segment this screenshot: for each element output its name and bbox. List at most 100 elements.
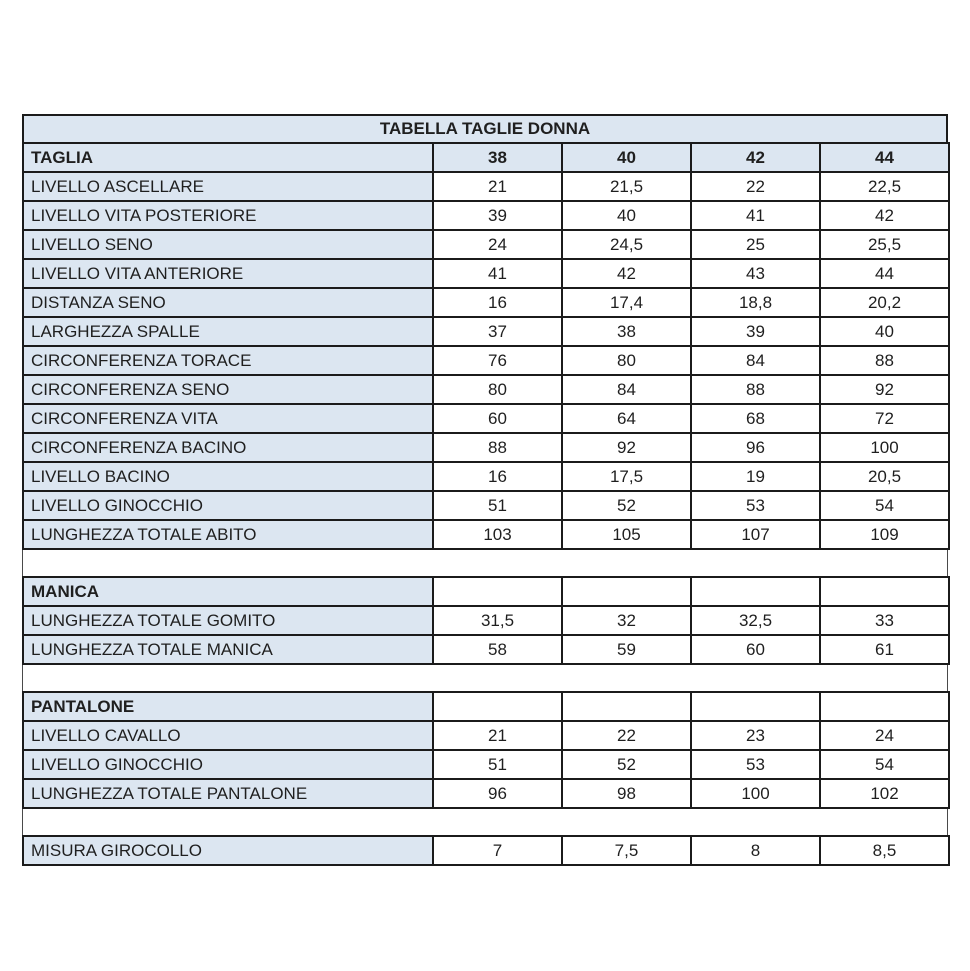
value-cell: 31,5 xyxy=(432,605,563,636)
value-cell: 42 xyxy=(819,200,950,231)
value-cell: 8,5 xyxy=(819,835,950,866)
value-cell: 23 xyxy=(690,720,821,751)
value-cell: 21,5 xyxy=(561,171,692,202)
value-cell: 33 xyxy=(819,605,950,636)
table-row: CIRCONFERENZA BACINO 88 92 96 100 xyxy=(22,432,950,463)
value-cell: 88 xyxy=(432,432,563,463)
value-cell: 60 xyxy=(690,634,821,665)
row-label: CIRCONFERENZA VITA xyxy=(22,403,434,434)
table-row: LUNGHEZZA TOTALE MANICA 58 59 60 61 xyxy=(22,634,950,665)
value-cell: 76 xyxy=(432,345,563,376)
value-cell: 80 xyxy=(432,374,563,405)
section-gap xyxy=(22,665,948,691)
value-cell: 22,5 xyxy=(819,171,950,202)
value-cell: 32 xyxy=(561,605,692,636)
value-cell: 44 xyxy=(819,258,950,289)
section-body-girocollo: MISURA GIROCOLLO 7 7,5 8 8,5 xyxy=(22,835,950,866)
value-cell: 16 xyxy=(432,287,563,318)
size-column-header xyxy=(432,691,563,722)
section-header-row: PANTALONE xyxy=(22,691,950,722)
value-cell: 100 xyxy=(819,432,950,463)
value-cell: 54 xyxy=(819,490,950,521)
size-column-header: 44 xyxy=(819,142,950,173)
table-row: LUNGHEZZA TOTALE PANTALONE 96 98 100 102 xyxy=(22,778,950,809)
value-cell: 41 xyxy=(690,200,821,231)
section-body-manica: MANICA LUNGHEZZA TOTALE GOMITO 31,5 32 32,5 3… xyxy=(22,576,950,665)
section-header-row: MANICA xyxy=(22,576,950,607)
table-row: LIVELLO VITA POSTERIORE 39 40 41 42 xyxy=(22,200,950,231)
table-row: LUNGHEZZA TOTALE ABITO 103 105 107 109 xyxy=(22,519,950,550)
value-cell: 21 xyxy=(432,720,563,751)
value-cell: 88 xyxy=(819,345,950,376)
row-label: LIVELLO CAVALLO xyxy=(22,720,434,751)
value-cell: 102 xyxy=(819,778,950,809)
row-label: LIVELLO GINOCCHIO xyxy=(22,490,434,521)
value-cell: 88 xyxy=(690,374,821,405)
table-row: DISTANZA SENO 16 17,4 18,8 20,2 xyxy=(22,287,950,318)
section-header-label: PANTALONE xyxy=(22,691,434,722)
value-cell: 52 xyxy=(561,490,692,521)
value-cell: 60 xyxy=(432,403,563,434)
row-label: LIVELLO GINOCCHIO xyxy=(22,749,434,780)
value-cell: 92 xyxy=(819,374,950,405)
value-cell: 92 xyxy=(561,432,692,463)
value-cell: 72 xyxy=(819,403,950,434)
value-cell: 25,5 xyxy=(819,229,950,260)
value-cell: 41 xyxy=(432,258,563,289)
table-row: LIVELLO BACINO 16 17,5 19 20,5 xyxy=(22,461,950,492)
value-cell: 96 xyxy=(432,778,563,809)
row-label: CIRCONFERENZA TORACE xyxy=(22,345,434,376)
value-cell: 80 xyxy=(561,345,692,376)
row-label: LIVELLO SENO xyxy=(22,229,434,260)
value-cell: 22 xyxy=(561,720,692,751)
value-cell: 84 xyxy=(690,345,821,376)
value-cell: 17,5 xyxy=(561,461,692,492)
value-cell: 20,5 xyxy=(819,461,950,492)
section-table-corpo: TAGLIA 38 40 42 44 LIVELLO ASCELLARE 21 21,5 22 2… xyxy=(22,142,950,550)
value-cell: 24 xyxy=(432,229,563,260)
table-row: LIVELLO GINOCCHIO 51 52 53 54 xyxy=(22,490,950,521)
table-row: LIVELLO CAVALLO 21 22 23 24 xyxy=(22,720,950,751)
size-column-header: 38 xyxy=(432,142,563,173)
table-row: CIRCONFERENZA SENO 80 84 88 92 xyxy=(22,374,950,405)
value-cell: 109 xyxy=(819,519,950,550)
value-cell: 7,5 xyxy=(561,835,692,866)
value-cell: 61 xyxy=(819,634,950,665)
value-cell: 42 xyxy=(561,258,692,289)
value-cell: 68 xyxy=(690,403,821,434)
value-cell: 58 xyxy=(432,634,563,665)
table-row: LARGHEZZA SPALLE 37 38 39 40 xyxy=(22,316,950,347)
value-cell: 7 xyxy=(432,835,563,866)
table-title: TABELLA TAGLIE DONNA xyxy=(22,114,948,142)
size-column-header xyxy=(819,576,950,607)
row-label: LIVELLO VITA ANTERIORE xyxy=(22,258,434,289)
size-column-header xyxy=(819,691,950,722)
value-cell: 103 xyxy=(432,519,563,550)
section-header-label: TAGLIA xyxy=(22,142,434,173)
value-cell: 19 xyxy=(690,461,821,492)
value-cell: 64 xyxy=(561,403,692,434)
section-body-corpo: TAGLIA 38 40 42 44 LIVELLO ASCELLARE 21 21,5 22 2… xyxy=(22,142,950,550)
value-cell: 17,4 xyxy=(561,287,692,318)
section-gap xyxy=(22,550,948,576)
size-column-header xyxy=(432,576,563,607)
value-cell: 40 xyxy=(819,316,950,347)
size-column-header xyxy=(561,576,692,607)
table-row: LIVELLO SENO 24 24,5 25 25,5 xyxy=(22,229,950,260)
row-label: LUNGHEZZA TOTALE PANTALONE xyxy=(22,778,434,809)
value-cell: 38 xyxy=(561,316,692,347)
table-row: LIVELLO ASCELLARE 21 21,5 22 22,5 xyxy=(22,171,950,202)
row-label: LIVELLO VITA POSTERIORE xyxy=(22,200,434,231)
value-cell: 8 xyxy=(690,835,821,866)
table-row: CIRCONFERENZA VITA 60 64 68 72 xyxy=(22,403,950,434)
value-cell: 53 xyxy=(690,490,821,521)
row-label: LIVELLO BACINO xyxy=(22,461,434,492)
row-label: DISTANZA SENO xyxy=(22,287,434,318)
row-label: MISURA GIROCOLLO xyxy=(22,835,434,866)
value-cell: 107 xyxy=(690,519,821,550)
value-cell: 39 xyxy=(432,200,563,231)
value-cell: 18,8 xyxy=(690,287,821,318)
value-cell: 16 xyxy=(432,461,563,492)
row-label: LUNGHEZZA TOTALE GOMITO xyxy=(22,605,434,636)
value-cell: 39 xyxy=(690,316,821,347)
